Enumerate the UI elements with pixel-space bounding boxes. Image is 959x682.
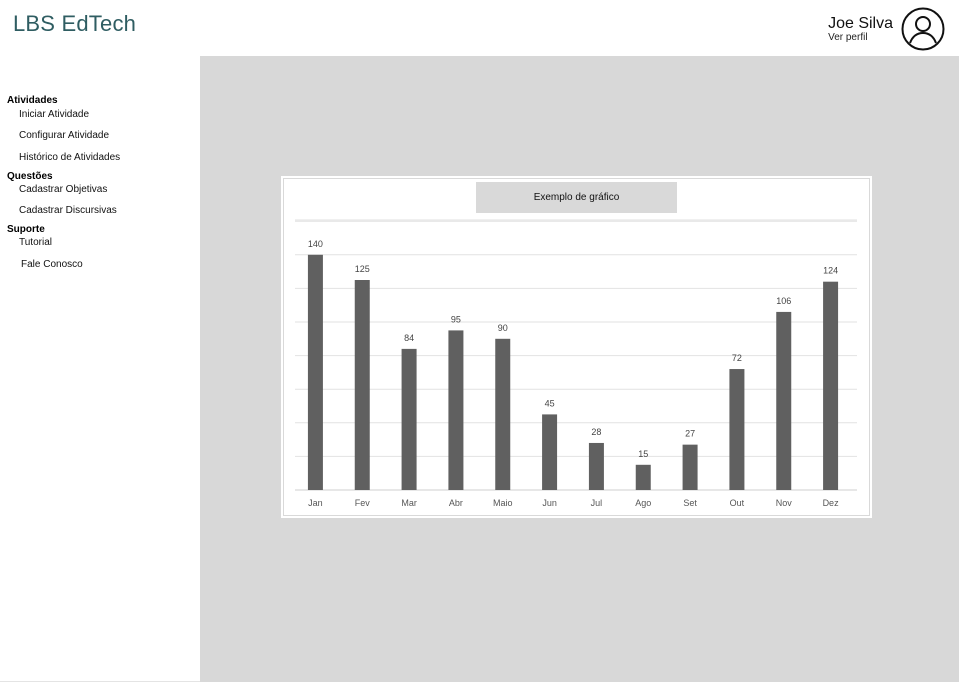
nav-item-tutorial[interactable]: Tutorial — [19, 237, 52, 248]
data-label: 45 — [545, 398, 555, 408]
x-tick-label: Set — [683, 498, 697, 508]
x-tick-label: Ago — [635, 498, 651, 508]
data-label: 124 — [823, 266, 838, 276]
bar-dez — [823, 281, 839, 490]
bar-jan — [307, 254, 323, 490]
nav-item-iniciar-atividade[interactable]: Iniciar Atividade — [19, 109, 90, 120]
x-tick-label: Jun — [542, 498, 557, 508]
chart-card: 140 Jan 125 Fev 84 Mar 95 Abr 90 Maio 45 Jun 28 Jul 15… — [281, 176, 872, 518]
nav-item-fale-conosco[interactable]: Fale Conosco — [21, 259, 83, 270]
data-label: 72 — [732, 353, 742, 363]
data-label: 125 — [355, 264, 370, 274]
brand-logo[interactable]: LBS EdTech — [13, 11, 137, 36]
view-profile-link[interactable]: Ver perfil — [828, 31, 868, 43]
x-tick-label: Out — [730, 498, 745, 508]
x-tick-label: Mar — [401, 498, 417, 508]
section-title-atividades: Atividades — [7, 95, 58, 106]
nav-item-configurar-atividade[interactable]: Configurar Atividade — [19, 130, 110, 141]
data-label: 90 — [498, 323, 508, 333]
nav-item-historico-atividades[interactable]: Histórico de Atividades — [19, 152, 121, 163]
x-tick-label: Dez — [823, 498, 840, 508]
nav-item-cadastrar-objetivas[interactable]: Cadastrar Objetivas — [19, 184, 108, 195]
data-label: 15 — [638, 449, 648, 459]
data-label: 95 — [451, 314, 461, 324]
user-menu[interactable]: Joe Silva Ver perfil — [828, 6, 945, 52]
bar-ago — [635, 464, 651, 490]
sidebar: Atividades Iniciar Atividade Configurar … — [0, 56, 200, 682]
data-label: 28 — [591, 427, 601, 437]
data-label: 140 — [308, 239, 323, 249]
bar-chart: 140 Jan 125 Fev 84 Mar 95 Abr 90 Maio 45 Jun 28 Jul 15… — [283, 178, 870, 516]
user-name: Joe Silva — [828, 14, 893, 32]
bar-mar — [401, 348, 417, 490]
bar-nov — [776, 311, 792, 490]
section-title-questoes: Questões — [7, 171, 53, 182]
bar-abr — [448, 330, 464, 490]
x-tick-label: Abr — [449, 498, 463, 508]
chart-title: Exemplo de gráfico — [476, 182, 677, 213]
bar-out — [729, 369, 745, 490]
data-label: 106 — [776, 296, 791, 306]
chart-border — [283, 178, 870, 516]
nav-item-cadastrar-discursivas[interactable]: Cadastrar Discursivas — [19, 205, 117, 216]
bar-maio — [495, 338, 511, 490]
user-avatar-icon[interactable] — [901, 7, 945, 51]
top-bar: LBS EdTech Joe Silva Ver perfil — [0, 0, 959, 56]
bar-jun — [542, 414, 558, 490]
bar-set — [682, 444, 698, 490]
x-tick-label: Jul — [591, 498, 603, 508]
x-tick-label: Nov — [776, 498, 793, 508]
data-label: 84 — [404, 333, 414, 343]
x-tick-label: Fev — [355, 498, 371, 508]
section-title-suporte: Suporte — [7, 224, 45, 235]
bar-jul — [588, 442, 604, 490]
x-tick-label: Maio — [493, 498, 513, 508]
x-tick-label: Jan — [308, 498, 323, 508]
bar-fev — [354, 280, 370, 490]
data-label: 27 — [685, 429, 695, 439]
